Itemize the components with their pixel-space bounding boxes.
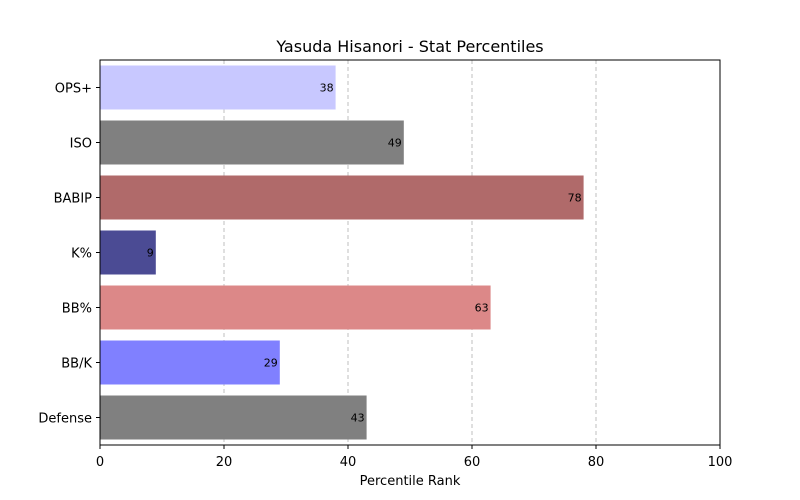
x-tick-label: 20 — [216, 455, 233, 470]
x-tick-label: 80 — [588, 455, 605, 470]
data-label: 38 — [320, 82, 334, 95]
x-tick-label: 0 — [96, 455, 104, 470]
y-tick-label: ISO — [70, 137, 92, 152]
bar-ops- — [100, 65, 336, 110]
bar-babip — [100, 175, 584, 220]
y-tick-label: BABIP — [54, 192, 93, 207]
bar-defense — [100, 395, 367, 440]
bar-bb-k — [100, 340, 280, 385]
y-tick-label: Defense — [38, 412, 92, 427]
bar-bb- — [100, 285, 491, 330]
data-label: 29 — [264, 357, 278, 370]
chart-title: Yasuda Hisanori - Stat Percentiles — [275, 37, 543, 56]
data-label: 43 — [351, 412, 365, 425]
x-tick-label: 60 — [464, 455, 481, 470]
x-tick-label: 40 — [340, 455, 357, 470]
x-axis-label: Percentile Rank — [360, 474, 461, 489]
data-label: 78 — [568, 192, 582, 205]
y-tick-label: K% — [71, 247, 92, 262]
data-label: 9 — [147, 247, 154, 260]
y-tick-label: BB/K — [61, 357, 92, 372]
axes: OPS+ ISO BABIP K% BB% BB/K Defense 0 20 40 60 80 100 — [38, 82, 732, 471]
grid-lines — [99, 60, 721, 445]
bar-k- — [100, 230, 156, 275]
x-tick-label: 100 — [708, 455, 733, 470]
bars: 38 49 78 9 63 29 43 — [100, 65, 584, 440]
data-label: 49 — [388, 137, 402, 150]
y-tick-label: OPS+ — [55, 82, 92, 97]
data-label: 63 — [475, 302, 489, 315]
bar-iso — [100, 120, 404, 165]
plot-frame — [99, 59, 721, 446]
y-tick-label: BB% — [62, 302, 92, 317]
